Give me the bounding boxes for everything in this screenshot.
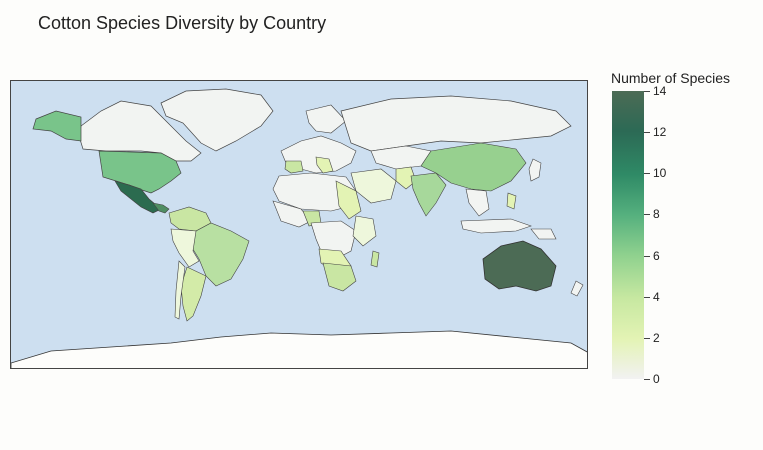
region-canada[interactable]: [78, 100, 202, 162]
tick-mark: [644, 132, 650, 133]
tick-mark: [644, 256, 650, 257]
region-east-africa[interactable]: [352, 215, 377, 247]
region-scandinavia[interactable]: [305, 104, 347, 134]
tick-label-8: 8: [653, 207, 660, 221]
region-southern-africa[interactable]: [322, 262, 357, 292]
tick-label-12: 12: [653, 125, 667, 139]
region-alaska[interactable]: [32, 110, 82, 142]
region-pakistan[interactable]: [395, 166, 417, 190]
tick-mark: [644, 91, 650, 92]
tick-label-4: 4: [653, 290, 660, 304]
tick-mark: [644, 214, 650, 215]
region-spain[interactable]: [284, 160, 304, 174]
region-madagascar[interactable]: [370, 250, 380, 268]
region-mexico[interactable]: [114, 180, 162, 214]
legend-title: Number of Species: [611, 70, 731, 86]
region-central-america[interactable]: [152, 202, 170, 214]
region-indonesia[interactable]: [460, 218, 532, 234]
tick-label-10: 10: [653, 166, 667, 180]
region-italy-greece[interactable]: [315, 156, 334, 174]
region-egypt-sudan[interactable]: [335, 180, 362, 220]
region-usa[interactable]: [98, 150, 182, 194]
region-west-africa[interactable]: [272, 200, 312, 228]
tick-mark: [644, 173, 650, 174]
region-antarctica[interactable]: [11, 330, 588, 369]
tick-mark: [644, 338, 650, 339]
tick-label-0: 0: [653, 372, 660, 386]
region-philippines[interactable]: [506, 192, 517, 210]
region-china[interactable]: [420, 142, 527, 192]
tick-mark: [644, 379, 650, 380]
region-brazil[interactable]: [190, 222, 250, 287]
tick-mark: [644, 297, 650, 298]
region-papua[interactable]: [530, 228, 557, 240]
region-chile[interactable]: [174, 260, 186, 320]
region-japan[interactable]: [528, 158, 542, 182]
colorbar: [612, 91, 644, 379]
region-greenland[interactable]: [160, 88, 274, 152]
region-new-zealand[interactable]: [570, 280, 584, 297]
region-southeast-asia[interactable]: [465, 188, 490, 217]
tick-label-2: 2: [653, 331, 660, 345]
tick-label-14: 14: [653, 84, 667, 98]
region-australia[interactable]: [482, 240, 557, 292]
chart-title: Cotton Species Diversity by Country: [38, 13, 327, 33]
map-canvas: [11, 81, 588, 369]
tick-label-6: 6: [653, 249, 660, 263]
region-peru-bolivia[interactable]: [170, 228, 200, 268]
region-india[interactable]: [410, 172, 447, 217]
world-map[interactable]: [10, 80, 588, 369]
